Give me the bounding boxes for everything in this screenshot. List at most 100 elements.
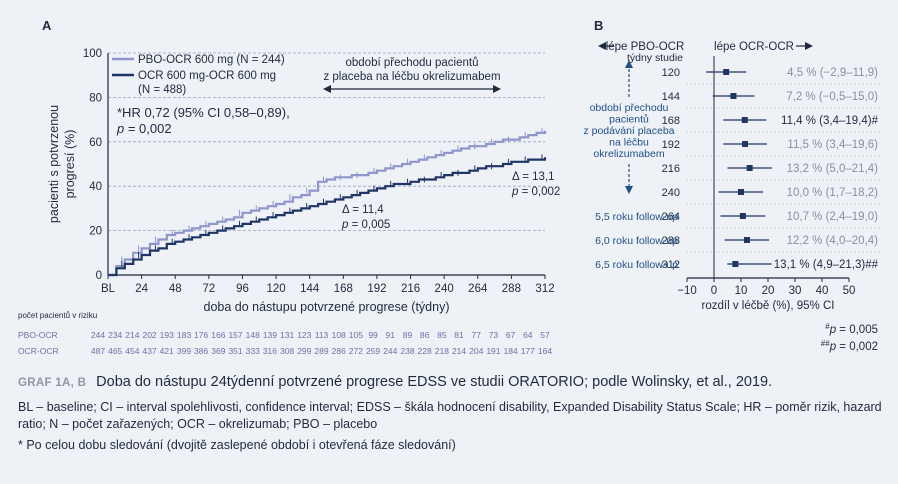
at-risk-value: 157 (228, 330, 242, 340)
at-risk-value: 214 (452, 346, 466, 356)
header-right: lépe OCR-OCR (714, 41, 794, 53)
estimate-label: 7,2 % (−0,5–15,0) (786, 91, 878, 103)
at-risk-value: 204 (469, 346, 483, 356)
at-risk-value: 184 (504, 346, 518, 356)
at-risk-value: 148 (246, 330, 260, 340)
header-left: lépe PBO-OCR (606, 41, 685, 53)
week-label: 192 (662, 139, 680, 151)
at-risk-row-label: OCR-OCR (18, 346, 59, 356)
header-right-arrowhead (805, 42, 813, 50)
x-tick-label: 192 (367, 283, 386, 295)
at-risk-value: 108 (332, 330, 346, 340)
panel-b-letter: B (594, 18, 603, 33)
x-tick-label: 240 (435, 283, 454, 295)
at-risk-value: 77 (471, 330, 481, 340)
forest-x-tick-label: 10 (735, 285, 748, 297)
at-risk-value: 113 (315, 330, 329, 340)
crossover-side-label: okrelizumabem (593, 148, 664, 160)
at-risk-value: 99 (368, 330, 378, 340)
at-risk-value: 191 (486, 346, 500, 356)
x-tick-label: 96 (236, 283, 249, 295)
estimate-label: 11,4 % (3,4–19,4)# (781, 115, 879, 127)
x-tick-label: 144 (300, 283, 320, 295)
at-risk-value: 238 (400, 346, 414, 356)
crossover-side-label: období přechodu (590, 102, 669, 114)
at-risk-value: 214 (125, 330, 139, 340)
crossover-side-label: pacientů (609, 114, 649, 126)
at-risk-value: 234 (108, 330, 122, 340)
at-risk-value: 85 (437, 330, 447, 340)
week-label: 216 (662, 163, 680, 175)
at-risk-value: 105 (349, 330, 363, 340)
followup-label: 6,5 roku follow-up (595, 259, 678, 271)
week-label: 240 (662, 187, 680, 199)
figure-tag: GRAF 1A, B (18, 377, 87, 389)
at-risk-value: 131 (280, 330, 294, 340)
legend: PBO-OCR 600 mg (N = 244) OCR 600 mg-OCR … (112, 54, 285, 96)
week-label: 264 (662, 211, 680, 223)
x-tick-label: 312 (535, 283, 554, 295)
week-label: 288 (662, 235, 680, 247)
x-tick-label: 216 (401, 283, 420, 295)
at-risk-value: 123 (297, 330, 311, 340)
estimate-label: 12,2 % (4,0–20,4) (787, 235, 879, 247)
crossover-bracket-down-arrow (625, 186, 633, 194)
at-risk-value: 64 (523, 330, 533, 340)
at-risk-value: 176 (194, 330, 208, 340)
estimate-marker (730, 93, 737, 99)
at-risk-value: 244 (383, 346, 397, 356)
forest-x-axis-label: rozdíl v léčbě (%), 95% CI (702, 300, 835, 312)
x-tick-label: BL (101, 283, 116, 295)
at-risk-value: 316 (263, 346, 277, 356)
week-label: 144 (662, 91, 680, 103)
x-tick-label: 168 (334, 283, 353, 295)
estimate-label: 13,1 % (4,9–21,3)## (774, 259, 879, 271)
at-risk-value: 91 (386, 330, 396, 340)
estimate-label: 11,5 % (3,4–19,6) (787, 139, 878, 151)
at-risk-title: počet pacientů v riziku (18, 311, 97, 320)
series-pbo-curve (108, 130, 547, 277)
y-tick-label: 0 (96, 270, 102, 282)
week-label: 120 (662, 67, 680, 79)
delta-1-p: p = 0,002 (511, 186, 560, 198)
crossover-label-1: období přechodu pacientů (346, 57, 479, 69)
hr-annotation: *HR 0,72 (95% CI 0,58–0,89), (117, 105, 290, 120)
at-risk-value: 333 (246, 346, 260, 356)
at-risk-value: 421 (160, 346, 174, 356)
week-label: 168 (662, 115, 680, 127)
at-risk-value: 73 (489, 330, 499, 340)
y-tick-label: 80 (89, 92, 102, 104)
at-risk-value: 202 (142, 330, 156, 340)
forest-x-tick-label: 30 (789, 285, 802, 297)
at-risk-row-label: PBO-OCR (18, 330, 58, 340)
estimate-marker (742, 141, 749, 147)
at-risk-value: 351 (228, 346, 242, 356)
x-tick-label: 120 (266, 283, 285, 295)
followup-label: 6,0 roku follow-up (595, 235, 678, 247)
at-risk-value: 437 (142, 346, 156, 356)
week-label: 312 (662, 259, 680, 271)
forest-x-tick-label: 0 (711, 285, 717, 297)
x-tick-label: 72 (202, 283, 215, 295)
y-tick-label: 40 (89, 181, 102, 193)
at-risk-value: 89 (403, 330, 413, 340)
at-risk-value: 218 (435, 346, 449, 356)
forest-footnote: ##p = 0,002 (821, 339, 878, 353)
at-risk-value: 289 (314, 346, 328, 356)
forest-x-tick-label: −10 (677, 285, 697, 297)
y-tick-label: 60 (89, 137, 102, 149)
crossover-side-label: z podávání placeba (583, 125, 674, 137)
at-risk-table: PBO-OCR 244 234 214 202 193 183 176 166 157 148 139… (18, 330, 552, 356)
x-axis-label: doba do nástupu potvrzené progrese (týdn… (204, 300, 450, 314)
at-risk-value: 166 (211, 330, 225, 340)
estimate-marker (738, 189, 744, 195)
legend-label-pbo: PBO-OCR 600 mg (N = 244) (138, 54, 285, 66)
delta-2-p: p = 0,005 (341, 219, 390, 231)
x-tick-label: 288 (502, 283, 521, 295)
at-risk-value: 183 (177, 330, 191, 340)
at-risk-value: 86 (420, 330, 430, 340)
at-risk-value: 454 (125, 346, 139, 356)
at-risk-value: 244 (91, 330, 105, 340)
